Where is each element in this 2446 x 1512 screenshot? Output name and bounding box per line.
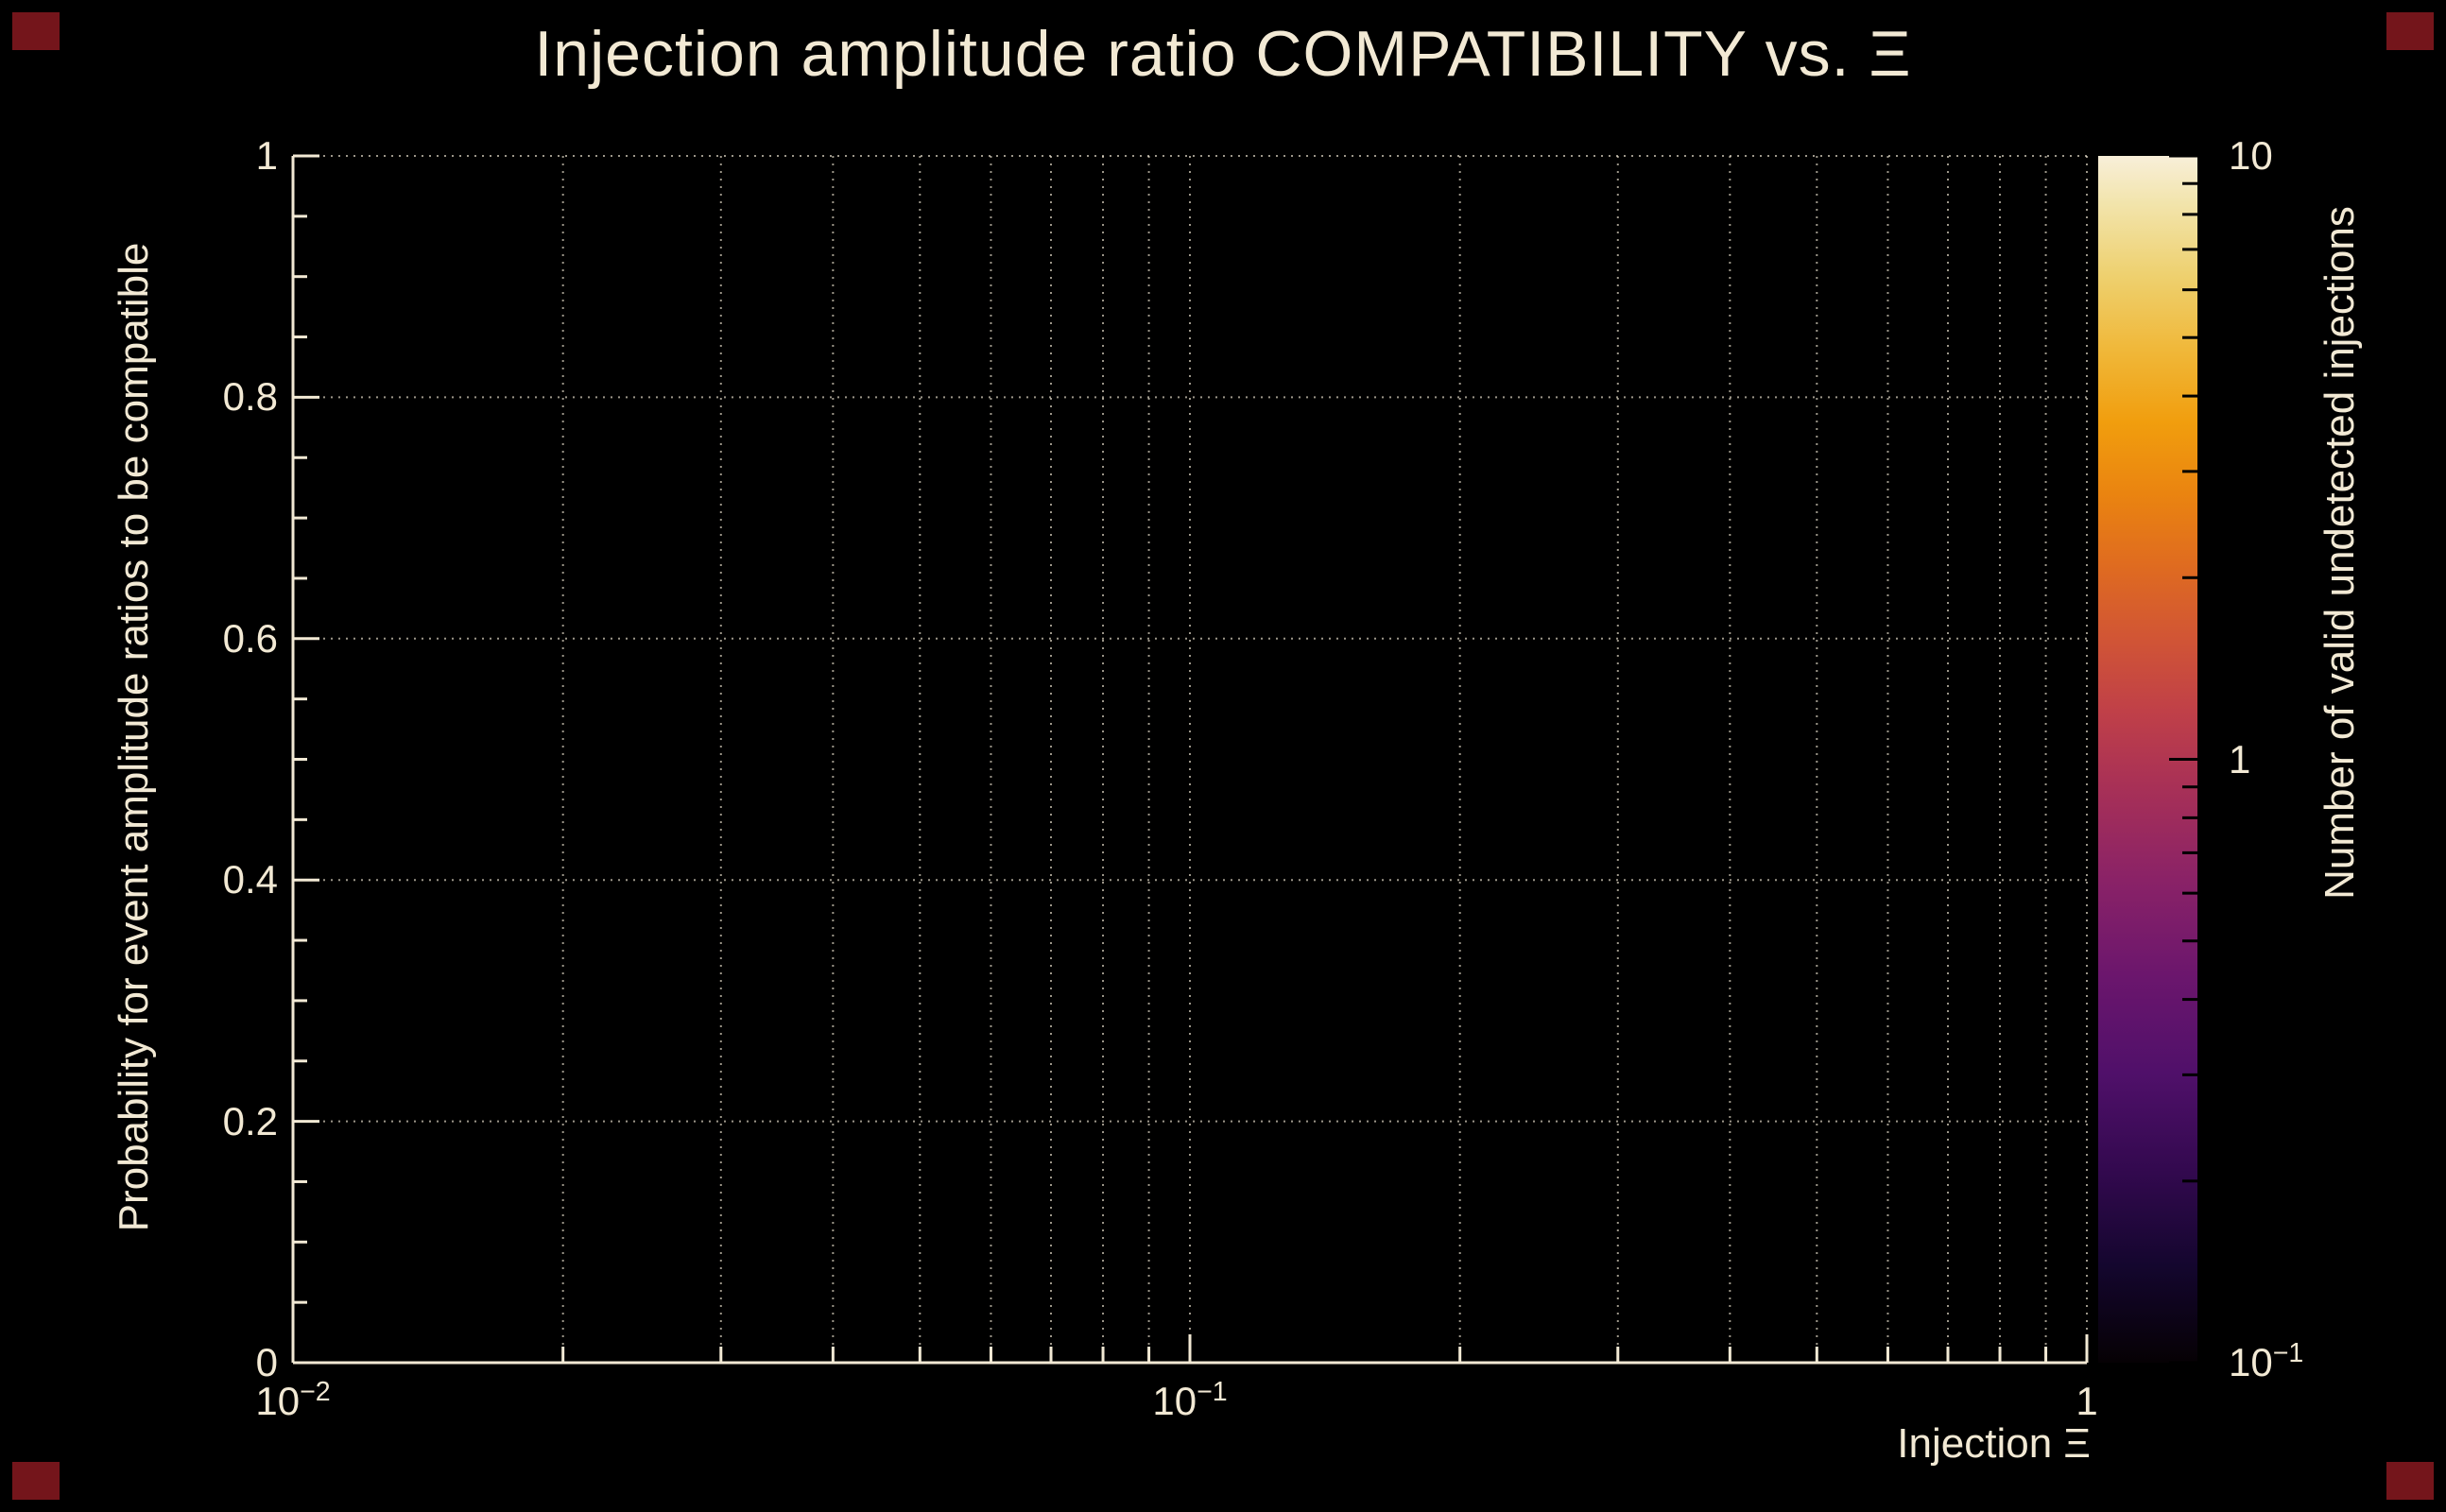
y-tick-label: 0.6 — [222, 615, 278, 661]
corner-marker — [12, 12, 60, 50]
y-tick-label: 0 — [255, 1340, 278, 1384]
x-tick-label: 10−1 — [1152, 1377, 1228, 1423]
x-axis-title: Injection Ξ — [1897, 1420, 2091, 1467]
chart-title: Injection amplitude ratio COMPATIBILITY … — [534, 18, 1912, 90]
corner-marker — [2386, 12, 2434, 50]
x-tick-label: 10−2 — [255, 1377, 331, 1423]
x-tick-label: 1 — [2076, 1379, 2098, 1423]
corner-marker — [12, 1462, 60, 1500]
y-tick-label: 0.2 — [222, 1098, 278, 1143]
colorbar-tick-label: 10 — [2229, 133, 2273, 178]
colorbar-tick-label: 1 — [2229, 736, 2251, 782]
y-tick-label: 0.8 — [222, 374, 278, 420]
colorbar-title: Number of valid undetected injections — [2317, 206, 2363, 900]
y-tick-label: 1 — [255, 133, 278, 178]
colorbar-tick-label: 10−1 — [2229, 1338, 2304, 1384]
y-tick-label: 0.4 — [222, 857, 278, 902]
corner-marker — [2386, 1462, 2434, 1500]
